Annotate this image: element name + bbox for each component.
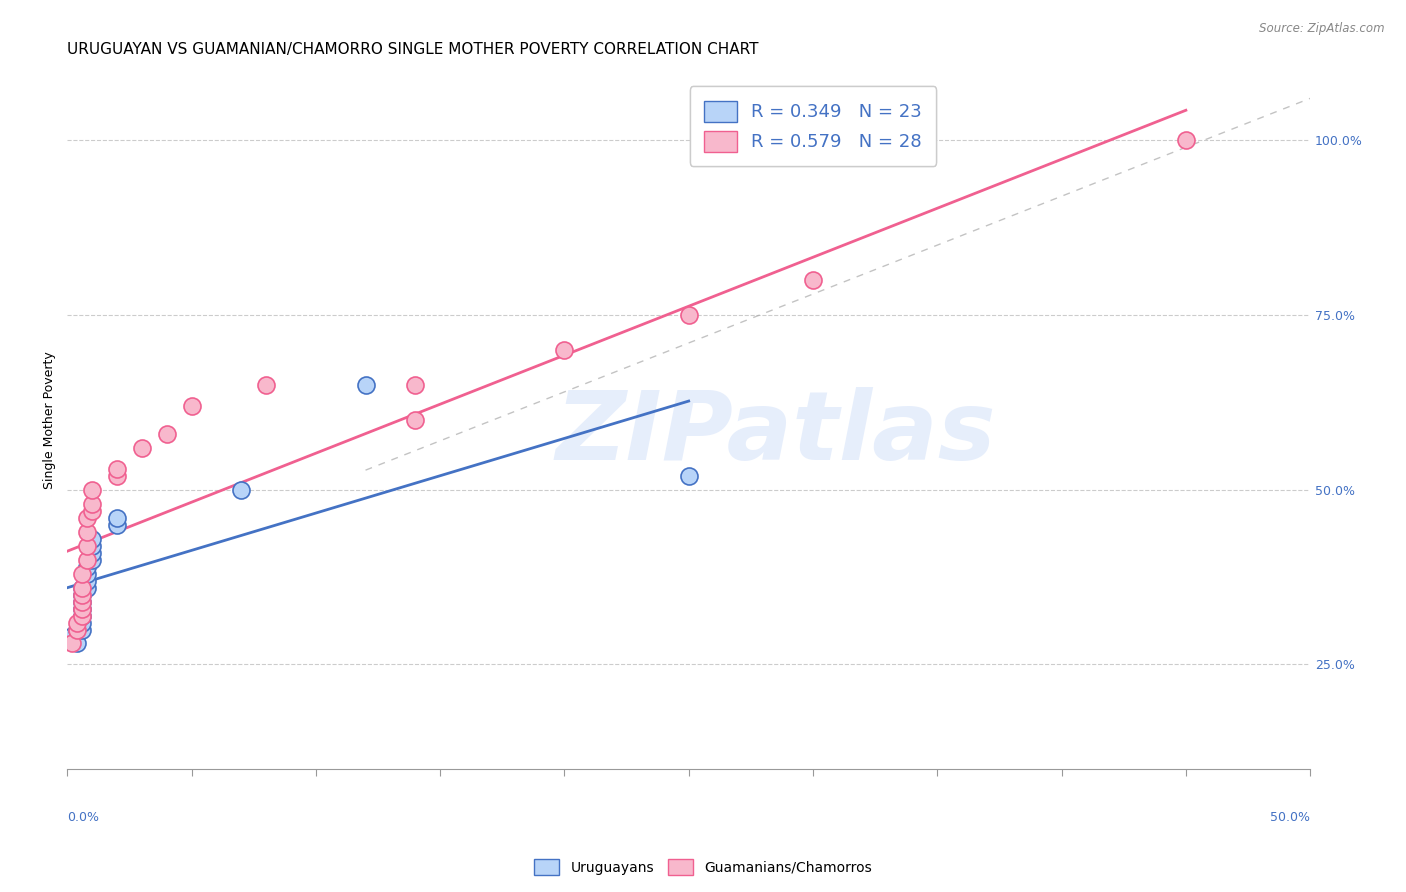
Point (80, 552, 103, 566)
Point (80, 539, 103, 553)
Text: ZIPatlas: ZIPatlas (555, 387, 995, 480)
Point (404, 378, 426, 392)
Point (76, 552, 98, 566)
Point (254, 378, 277, 392)
Point (105, 517, 128, 532)
Point (70, 594, 93, 608)
Legend: R = 0.349   N = 23, R = 0.579   N = 28: R = 0.349 N = 23, R = 0.579 N = 28 (690, 87, 936, 166)
Point (66, 636, 89, 650)
Point (180, 399, 202, 413)
Point (801, 273, 824, 287)
Point (76, 524, 98, 539)
Point (76, 559, 98, 574)
Point (404, 413, 426, 427)
Point (70, 601, 93, 615)
Legend: Uruguayans, Guamanians/Chamorros: Uruguayans, Guamanians/Chamorros (529, 854, 877, 880)
Point (70, 608, 93, 623)
Text: URUGUAYAN VS GUAMANIAN/CHAMORRO SINGLE MOTHER POVERTY CORRELATION CHART: URUGUAYAN VS GUAMANIAN/CHAMORRO SINGLE M… (67, 42, 759, 57)
Point (70, 623, 93, 637)
Point (76, 574, 98, 588)
Text: Source: ZipAtlas.com: Source: ZipAtlas.com (1260, 22, 1385, 36)
Point (76, 581, 98, 595)
Point (70, 581, 93, 595)
Point (678, 468, 700, 483)
Point (80, 532, 103, 546)
Point (80, 504, 103, 518)
Text: 50.0%: 50.0% (1270, 811, 1310, 824)
Point (70, 594, 93, 608)
Point (70, 581, 93, 595)
Point (105, 462, 128, 476)
Point (80, 483, 103, 497)
Point (80, 546, 103, 560)
Point (70, 566, 93, 581)
Point (66, 623, 89, 637)
Point (60, 636, 83, 650)
Point (70, 588, 93, 602)
Point (70, 608, 93, 623)
Point (354, 378, 377, 392)
Point (131, 441, 153, 455)
Point (70, 615, 93, 630)
Point (105, 468, 128, 483)
Point (105, 510, 128, 524)
Y-axis label: Single Mother Poverty: Single Mother Poverty (44, 351, 56, 489)
Point (60, 630, 83, 644)
Point (76, 510, 98, 524)
Point (66, 623, 89, 637)
Point (66, 615, 89, 630)
Point (231, 483, 253, 497)
Point (1174, 133, 1197, 147)
Text: 0.0%: 0.0% (67, 811, 100, 824)
Point (76, 566, 98, 581)
Point (553, 343, 575, 357)
Point (80, 497, 103, 511)
Point (76, 539, 98, 553)
Point (70, 588, 93, 602)
Point (156, 426, 179, 441)
Point (70, 601, 93, 615)
Point (678, 308, 700, 322)
